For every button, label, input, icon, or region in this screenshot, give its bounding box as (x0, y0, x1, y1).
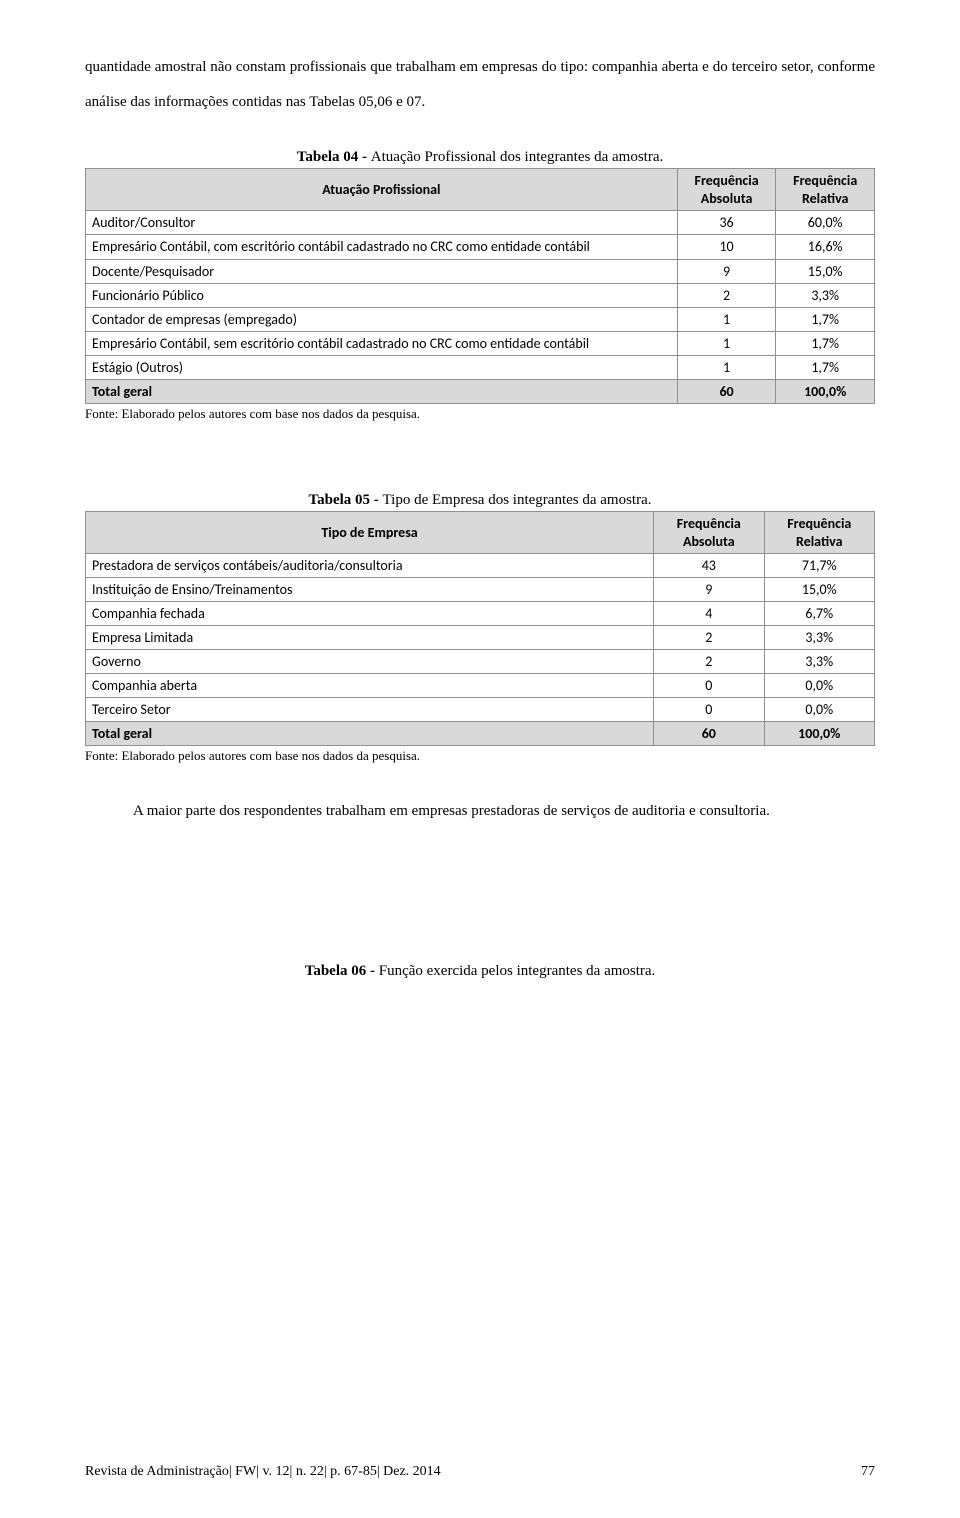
table4-header-col3: FrequênciaRelativa (776, 169, 875, 211)
table-row: Auditor/Consultor3660,0% (86, 211, 875, 235)
row-abs: 9 (677, 259, 776, 283)
total-rel: 100,0% (764, 722, 874, 746)
row-label: Empresa Limitada (86, 626, 654, 650)
row-rel: 15,0% (776, 259, 875, 283)
table-row: Governo23,3% (86, 650, 875, 674)
table-total-row: Total geral60100,0% (86, 380, 875, 404)
row-label: Instituição de Ensino/Treinamentos (86, 578, 654, 602)
table-row: Companhia aberta00,0% (86, 674, 875, 698)
table-row: Empresário Contábil, com escritório cont… (86, 235, 875, 260)
total-label: Total geral (86, 380, 678, 404)
row-label: Estágio (Outros) (86, 356, 678, 380)
row-rel: 3,3% (764, 650, 874, 674)
row-abs: 36 (677, 211, 776, 235)
table4-header-col2: FrequênciaAbsoluta (677, 169, 776, 211)
table5-header-col1: Tipo de Empresa (86, 512, 654, 554)
footer-citation: Revista de Administração| FW| v. 12| n. … (85, 1464, 441, 1480)
table4: Atuação Profissional FrequênciaAbsoluta … (85, 168, 875, 404)
row-rel: 60,0% (776, 211, 875, 235)
row-rel: 3,3% (776, 283, 875, 307)
row-abs: 4 (654, 602, 764, 626)
table5-caption-plain: Tipo de Empresa dos integrantes da amost… (383, 492, 652, 508)
table-total-row: Total geral60100,0% (86, 722, 875, 746)
row-label: Governo (86, 650, 654, 674)
row-abs: 0 (654, 674, 764, 698)
row-rel: 0,0% (764, 698, 874, 722)
total-abs: 60 (654, 722, 764, 746)
table4-caption-plain: Atuação Profissional dos integrantes da … (371, 149, 663, 165)
table-row: Docente/Pesquisador915,0% (86, 259, 875, 283)
row-rel: 71,7% (764, 554, 874, 578)
row-abs: 9 (654, 578, 764, 602)
row-rel: 16,6% (776, 235, 875, 260)
total-rel: 100,0% (776, 380, 875, 404)
row-rel: 1,7% (776, 331, 875, 356)
table4-header-row: Atuação Profissional FrequênciaAbsoluta … (86, 169, 875, 211)
table5-source: Fonte: Elaborado pelos autores com base … (85, 748, 875, 764)
row-abs: 1 (677, 356, 776, 380)
table5-header-col3: FrequênciaRelativa (764, 512, 874, 554)
row-label: Docente/Pesquisador (86, 259, 678, 283)
table-row: Contador de empresas (empregado)11,7% (86, 307, 875, 331)
row-abs: 10 (677, 235, 776, 260)
row-abs: 2 (654, 626, 764, 650)
row-rel: 15,0% (764, 578, 874, 602)
table4-caption-bold: Tabela 04 - (297, 149, 371, 165)
table4-caption: Tabela 04 - Atuação Profissional dos int… (85, 149, 875, 166)
footer-page-number: 77 (861, 1464, 875, 1480)
table5-header-row: Tipo de Empresa FrequênciaAbsoluta Frequ… (86, 512, 875, 554)
table-row: Companhia fechada46,7% (86, 602, 875, 626)
row-abs: 2 (654, 650, 764, 674)
row-rel: 0,0% (764, 674, 874, 698)
row-abs: 43 (654, 554, 764, 578)
row-rel: 1,7% (776, 356, 875, 380)
table-row: Prestadora de serviços contábeis/auditor… (86, 554, 875, 578)
row-abs: 2 (677, 283, 776, 307)
row-rel: 6,7% (764, 602, 874, 626)
table6-caption: Tabela 06 - Função exercida pelos integr… (85, 963, 875, 980)
table5-caption: Tabela 05 - Tipo de Empresa dos integran… (85, 492, 875, 509)
table5-header-col2: FrequênciaAbsoluta (654, 512, 764, 554)
mid-paragraph: A maior parte dos respondentes trabalham… (85, 794, 875, 829)
total-label: Total geral (86, 722, 654, 746)
row-rel: 1,7% (776, 307, 875, 331)
total-abs: 60 (677, 380, 776, 404)
row-label: Companhia aberta (86, 674, 654, 698)
table4-header-col1: Atuação Profissional (86, 169, 678, 211)
row-label: Auditor/Consultor (86, 211, 678, 235)
table-row: Terceiro Setor00,0% (86, 698, 875, 722)
table5-caption-bold: Tabela 05 - (308, 492, 382, 508)
table-row: Estágio (Outros)11,7% (86, 356, 875, 380)
row-label: Terceiro Setor (86, 698, 654, 722)
row-label: Prestadora de serviços contábeis/auditor… (86, 554, 654, 578)
intro-paragraph: quantidade amostral não constam profissi… (85, 50, 875, 119)
table-row: Empresa Limitada23,3% (86, 626, 875, 650)
table-row: Instituição de Ensino/Treinamentos915,0% (86, 578, 875, 602)
row-label: Empresário Contábil, com escritório cont… (86, 235, 678, 260)
row-label: Contador de empresas (empregado) (86, 307, 678, 331)
table6-caption-plain: Função exercida pelos integrantes da amo… (379, 963, 656, 979)
table6-caption-bold: Tabela 06 - (305, 963, 379, 979)
table4-source: Fonte: Elaborado pelos autores com base … (85, 406, 875, 422)
row-rel: 3,3% (764, 626, 874, 650)
table5: Tipo de Empresa FrequênciaAbsoluta Frequ… (85, 511, 875, 746)
row-label: Companhia fechada (86, 602, 654, 626)
table-row: Empresário Contábil, sem escritório cont… (86, 331, 875, 356)
footer: Revista de Administração| FW| v. 12| n. … (85, 1464, 875, 1480)
row-abs: 1 (677, 307, 776, 331)
row-abs: 0 (654, 698, 764, 722)
table-row: Funcionário Público23,3% (86, 283, 875, 307)
row-label: Funcionário Público (86, 283, 678, 307)
row-abs: 1 (677, 331, 776, 356)
row-label: Empresário Contábil, sem escritório cont… (86, 331, 678, 356)
